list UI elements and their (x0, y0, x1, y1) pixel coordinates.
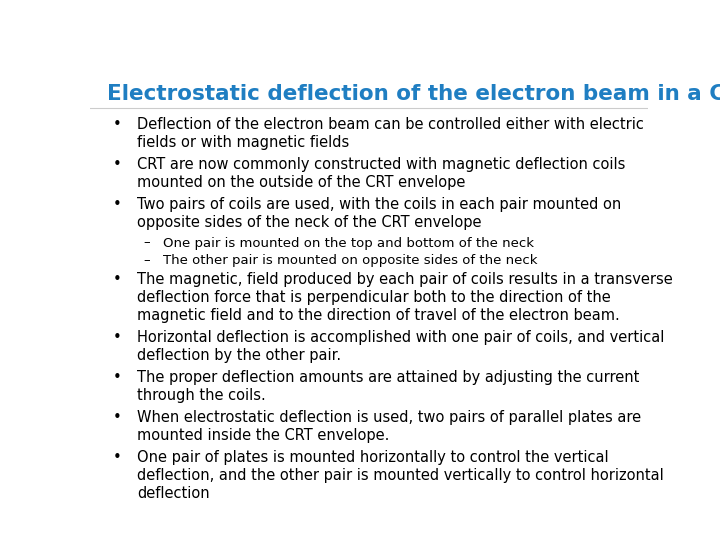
Text: •: • (112, 117, 121, 132)
Text: Horizontal deflection is accomplished with one pair of coils, and vertical
defle: Horizontal deflection is accomplished wi… (138, 330, 665, 363)
Text: •: • (112, 370, 121, 385)
Text: The magnetic, field produced by each pair of coils results in a transverse
defle: The magnetic, field produced by each pai… (138, 272, 673, 323)
Text: –: – (143, 237, 150, 249)
Text: •: • (112, 410, 121, 425)
Text: •: • (112, 272, 121, 287)
Text: –: – (143, 254, 150, 267)
Text: One pair is mounted on the top and bottom of the neck: One pair is mounted on the top and botto… (163, 237, 534, 249)
Text: CRT are now commonly constructed with magnetic deflection coils
mounted on the o: CRT are now commonly constructed with ma… (138, 157, 626, 190)
Text: •: • (112, 330, 121, 345)
Text: •: • (112, 157, 121, 172)
Text: •: • (112, 450, 121, 465)
Text: •: • (112, 197, 121, 212)
Text: Electrostatic deflection of the electron beam in a CRT: Electrostatic deflection of the electron… (107, 84, 720, 104)
Text: One pair of plates is mounted horizontally to control the vertical
deflection, a: One pair of plates is mounted horizontal… (138, 450, 664, 501)
Text: The proper deflection amounts are attained by adjusting the current
through the : The proper deflection amounts are attain… (138, 370, 640, 403)
Text: Deflection of the electron beam can be controlled either with electric
fields or: Deflection of the electron beam can be c… (138, 117, 644, 150)
Text: When electrostatic deflection is used, two pairs of parallel plates are
mounted : When electrostatic deflection is used, t… (138, 410, 642, 443)
Text: Two pairs of coils are used, with the coils in each pair mounted on
opposite sid: Two pairs of coils are used, with the co… (138, 197, 621, 230)
Text: The other pair is mounted on opposite sides of the neck: The other pair is mounted on opposite si… (163, 254, 537, 267)
